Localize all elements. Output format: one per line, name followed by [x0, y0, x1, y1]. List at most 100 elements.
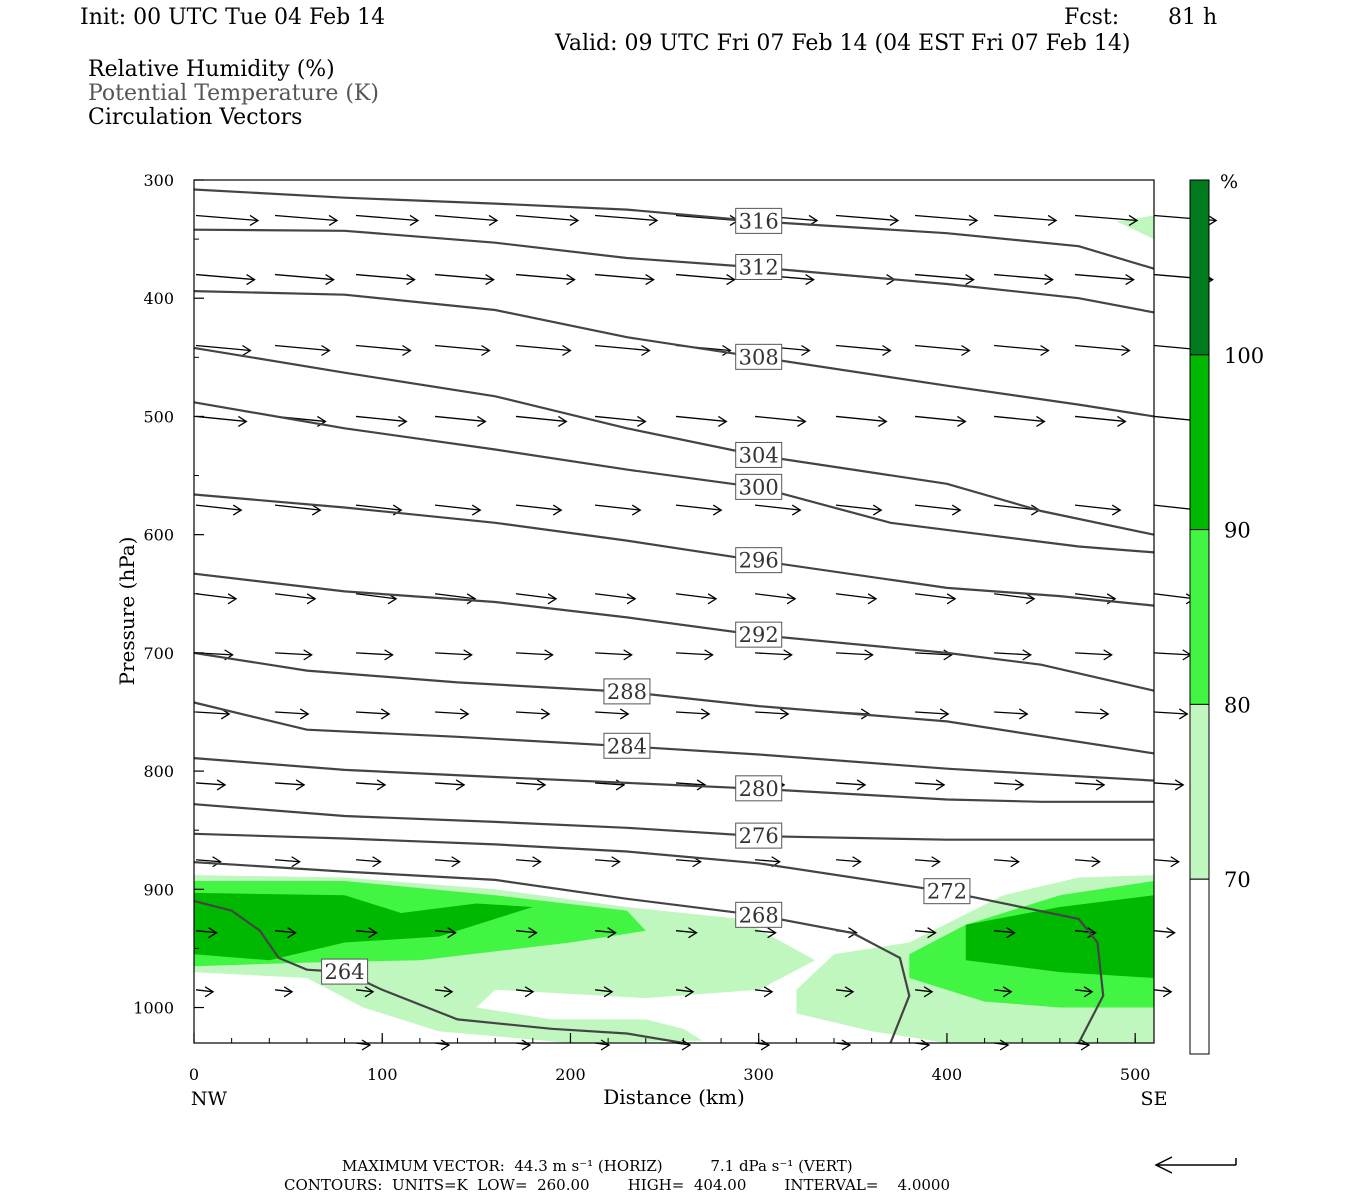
y-axis-label: Pressure (hPa) [115, 537, 139, 686]
vector-arrow [1075, 779, 1106, 791]
x-axis-label: Distance (km) [603, 1085, 745, 1109]
vector-arrow [195, 927, 218, 939]
vector-arrow [675, 273, 736, 286]
contour-label-296: 296 [735, 547, 783, 574]
vector-arrow [595, 649, 633, 661]
vector-arrow [515, 344, 572, 357]
vector-arrow [835, 214, 900, 227]
contour-label-312: 312 [735, 253, 783, 280]
vector-arrow [434, 1039, 451, 1051]
contour-label-284: 284 [603, 732, 651, 759]
x-tick-label: 200 [555, 1065, 586, 1084]
vector-arrow [835, 986, 855, 998]
y-tick-label: 300 [143, 171, 174, 190]
rh-region-90-5 [194, 892, 533, 961]
colorbar-band [1189, 179, 1210, 356]
theta-contour-296 [193, 493, 1155, 607]
svg-text:268: 268 [739, 903, 779, 927]
vector-arrow [1154, 779, 1185, 791]
y-tick-label: 800 [143, 762, 174, 781]
theta-contour-308 [193, 290, 1155, 418]
theta-contour-288 [193, 651, 1155, 755]
contour-label-288: 288 [603, 678, 651, 705]
vector-arrow [434, 986, 454, 998]
vector-arrow [675, 986, 695, 998]
vector-arrow [755, 649, 793, 661]
vector-arrow [275, 779, 306, 791]
vector-arrow [994, 593, 1036, 605]
vector-arrow [355, 779, 387, 791]
vector-arrow [594, 986, 614, 998]
vector-arrow [594, 593, 637, 605]
vector-arrow [355, 649, 394, 661]
svg-text:308: 308 [739, 345, 779, 369]
vector-arrow [355, 1039, 372, 1051]
init-time: Init: 00 UTC Tue 04 Feb 14 [80, 5, 386, 30]
y-tick-label: 500 [143, 407, 174, 426]
vector-arrow [434, 927, 457, 939]
vector-arrow [515, 214, 580, 227]
colorbar-label: 100 [1224, 344, 1264, 368]
svg-text:304: 304 [739, 443, 779, 467]
vector-arrow [994, 856, 1020, 868]
relative-humidity-shading [194, 215, 1154, 1043]
vector-arrow [754, 504, 802, 516]
theta-contours: 264 268 272 276 280 284 288 292 296 300 304 308 312 3… [193, 188, 1155, 1045]
rh-region-70-2 [1116, 215, 1154, 240]
vector-arrow [515, 273, 576, 286]
theta-contour-280 [193, 757, 1154, 803]
vector-arrow [1075, 856, 1101, 868]
x-tick-label: 300 [743, 1065, 774, 1084]
vector-arrow [1075, 214, 1139, 227]
vector-arrow [994, 415, 1046, 427]
plot-frame [193, 179, 1155, 1044]
vector-arrow [915, 708, 950, 720]
x-end-label-se: SE [1141, 1088, 1168, 1110]
svg-text:296: 296 [739, 549, 779, 573]
vector-arrow [594, 504, 642, 516]
vector-arrow [915, 856, 941, 868]
vector-arrow [1154, 856, 1180, 868]
vector-arrow [355, 214, 420, 227]
vector-arrow [835, 504, 883, 516]
vector-arrow [994, 214, 1058, 227]
vector-arrow [274, 593, 317, 605]
vector-arrow [594, 344, 651, 357]
vector-arrow [275, 708, 310, 720]
vector-arrow [994, 649, 1032, 661]
vector-arrow [515, 649, 554, 661]
vector-arrow [754, 593, 797, 605]
vector-arrow [754, 927, 777, 939]
x-tick-label: 0 [189, 1065, 199, 1084]
vector-arrow [1154, 927, 1176, 939]
svg-text:288: 288 [607, 680, 647, 704]
vector-arrow [1154, 708, 1189, 720]
contour-info: CONTOURS: UNITS=K LOW= 260.00 HIGH= 404.… [284, 1176, 950, 1194]
vector-arrow [1074, 344, 1131, 357]
vector-arrow [595, 214, 659, 227]
vector-arrow [675, 649, 714, 661]
svg-text:292: 292 [739, 623, 779, 647]
theta-contour-316 [193, 188, 1155, 270]
vector-arrow [355, 415, 408, 427]
vector-arrow [515, 779, 547, 791]
vector-arrow [994, 986, 1013, 998]
legend-circulation-vectors: Circulation Vectors [88, 105, 303, 130]
vector-arrow [274, 504, 322, 516]
vector-arrow [595, 273, 655, 286]
rh-region-90-6 [965, 895, 1154, 978]
vector-arrow [594, 415, 647, 427]
y-tick-label: 600 [143, 526, 174, 545]
valid-time: Valid: 09 UTC Fri 07 Feb 14 (04 EST Fri … [555, 31, 1131, 56]
vector-arrow [515, 415, 568, 427]
legend-relative-humidity: Relative Humidity (%) [88, 57, 335, 82]
contour-label-308: 308 [735, 343, 783, 370]
vector-arrow [675, 593, 718, 605]
contour-label-316: 316 [735, 207, 783, 234]
vector-arrow [835, 779, 867, 791]
vector-arrow [994, 779, 1025, 791]
vector-arrow [515, 856, 542, 868]
svg-text:312: 312 [739, 255, 779, 279]
vector-arrow [994, 344, 1050, 357]
